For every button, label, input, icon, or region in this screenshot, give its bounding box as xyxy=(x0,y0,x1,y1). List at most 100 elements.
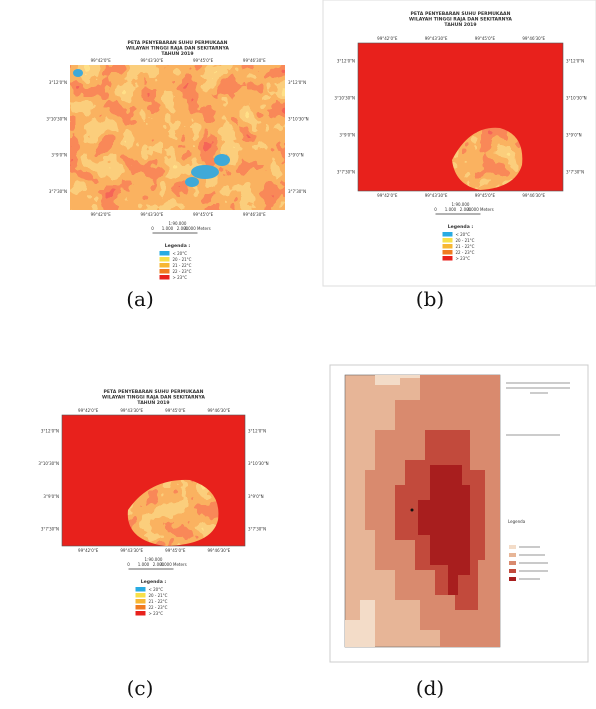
scale-text: 1:90.000 xyxy=(145,557,163,562)
legend-label: 20 - 21°C xyxy=(456,238,475,243)
lon-tick-label: 99°43'30"E xyxy=(425,36,448,41)
zone-cool xyxy=(345,375,430,385)
legend-swatch xyxy=(442,232,453,237)
legend-swatch xyxy=(159,257,170,262)
scale-text: 1:90.000 xyxy=(452,202,470,207)
map-title: WILAYAH TINGGI RAJA DAN SEKITARNYA xyxy=(409,17,512,23)
lat-tick-label: 3°9'0"N xyxy=(288,153,304,158)
legend-swatch xyxy=(442,250,453,255)
lat-tick-label: 3°12'0"N xyxy=(288,80,306,85)
lon-tick-label: 99°45'0"E xyxy=(475,36,496,41)
scale-label: 4.000 Meters xyxy=(467,207,493,212)
scale-label: 1.000 xyxy=(138,562,150,567)
map-title: PETA PENYEBARAN SUHU PERMUKAAN xyxy=(411,11,511,17)
legend-label: > 23°C xyxy=(149,611,164,616)
lat-tick-label: 3°10'30"N xyxy=(288,116,309,121)
legend-label: 21 - 22°C xyxy=(456,244,475,249)
lon-tick-label: 99°46'30"E xyxy=(522,36,545,41)
lat-tick-label: 3°7'30"N xyxy=(337,170,355,175)
legend-swatch xyxy=(159,263,170,268)
legend-label: > 23°C xyxy=(456,256,471,261)
legend-swatch xyxy=(135,611,146,616)
legend-title: Legenda xyxy=(508,519,526,524)
lon-tick-label: 99°42'0"E xyxy=(377,193,398,198)
legend-swatch xyxy=(159,269,170,274)
lon-tick-label: 99°42'0"E xyxy=(78,408,99,413)
legend-label: < 20°C xyxy=(173,251,188,256)
caption: (b) xyxy=(416,287,444,311)
map-title: TAHUN 2019 xyxy=(444,22,476,28)
scale-label: 2.000 xyxy=(153,562,165,567)
legend-title: Legenda : xyxy=(448,224,474,230)
lat-tick-label: 3°9'0"N xyxy=(339,133,355,138)
legend-label: 20 - 21°C xyxy=(173,257,192,262)
legend-label: 20 - 21°C xyxy=(149,593,168,598)
lat-tick-label: 3°9'0"N xyxy=(51,153,67,158)
lon-tick-label: 99°45'0"E xyxy=(475,193,496,198)
caption: (c) xyxy=(127,676,154,700)
lon-tick-label: 99°45'0"E xyxy=(193,212,214,217)
scale-label: 2.000 xyxy=(460,207,472,212)
lat-tick-label: 3°10'30"N xyxy=(566,96,587,101)
legend-title: Legenda : xyxy=(165,243,191,249)
legend-lines xyxy=(506,382,570,436)
lat-tick-label: 3°7'30"N xyxy=(248,527,266,532)
lon-tick-label: 99°46'30"E xyxy=(207,408,230,413)
lon-tick-label: 99°45'0"E xyxy=(165,548,186,553)
legend-swatch xyxy=(442,256,453,261)
legend-swatch xyxy=(135,587,146,592)
lon-tick-label: 99°46'30"E xyxy=(207,548,230,553)
lat-tick-label: 3°10'30"N xyxy=(248,461,269,466)
lat-tick-label: 3°7'30"N xyxy=(566,170,584,175)
legend-swatch xyxy=(159,251,170,256)
caption: (a) xyxy=(126,287,154,311)
lon-tick-label: 99°42'0"E xyxy=(91,58,112,63)
lon-tick-label: 99°46'30"E xyxy=(243,212,266,217)
lat-tick-label: 3°12'0"N xyxy=(248,428,266,433)
scale-label: 0 xyxy=(127,562,130,567)
lon-tick-label: 99°46'30"E xyxy=(522,193,545,198)
cool-area xyxy=(73,69,230,187)
lon-tick-label: 99°46'30"E xyxy=(243,58,266,63)
scale-label: 4.000 Meters xyxy=(160,562,186,567)
legend-swatch xyxy=(135,599,146,604)
map-title: WILAYAH TINGGI RAJA DAN SEKITARNYA xyxy=(102,395,205,401)
lat-tick-label: 3°7'30"N xyxy=(288,189,306,194)
lat-tick-label: 3°10'30"N xyxy=(46,116,67,121)
lat-tick-label: 3°10'30"N xyxy=(38,461,59,466)
lon-tick-label: 99°45'0"E xyxy=(165,408,186,413)
scale-label: 0 xyxy=(151,226,154,231)
lon-tick-label: 99°43'30"E xyxy=(425,193,448,198)
lon-tick-label: 99°43'30"E xyxy=(141,58,164,63)
legend-swatch xyxy=(442,238,453,243)
legend-label: 22 - 23°C xyxy=(173,269,192,274)
legend-swatch xyxy=(135,605,146,610)
caption: (d) xyxy=(416,676,444,700)
lat-tick-label: 3°7'30"N xyxy=(41,527,59,532)
lon-tick-label: 99°42'0"E xyxy=(377,36,398,41)
legend-label: 21 - 22°C xyxy=(173,263,192,268)
legend-label: 22 - 23°C xyxy=(456,250,475,255)
legend-label: 21 - 22°C xyxy=(149,599,168,604)
map-title: TAHUN 2019 xyxy=(161,51,193,57)
legend-label: < 20°C xyxy=(456,232,471,237)
scale-label: 1.000 xyxy=(162,226,174,231)
map-title: WILAYAH TINGGI RAJA DAN SEKITARNYA xyxy=(126,46,229,52)
lon-tick-label: 99°42'0"E xyxy=(91,212,112,217)
lat-tick-label: 3°12'0"N xyxy=(566,59,584,64)
legend-title: Legenda : xyxy=(141,579,167,585)
lat-tick-label: 3°12'0"N xyxy=(337,59,355,64)
legend-label: < 20°C xyxy=(149,587,164,592)
scale-label: 1.000 xyxy=(445,207,457,212)
legend-label: > 23°C xyxy=(173,275,188,280)
legend-swatch xyxy=(135,593,146,598)
lon-tick-label: 99°43'30"E xyxy=(120,548,143,553)
map-title: PETA PENYEBARAN SUHU PERMUKAAN xyxy=(104,389,204,395)
zone-hottest xyxy=(418,465,470,595)
zone-cool xyxy=(345,600,375,647)
lon-tick-label: 99°43'30"E xyxy=(141,212,164,217)
lon-tick-label: 99°42'0"E xyxy=(78,548,99,553)
lat-tick-label: 3°9'0"N xyxy=(248,494,264,499)
legend-swatch xyxy=(159,275,170,280)
